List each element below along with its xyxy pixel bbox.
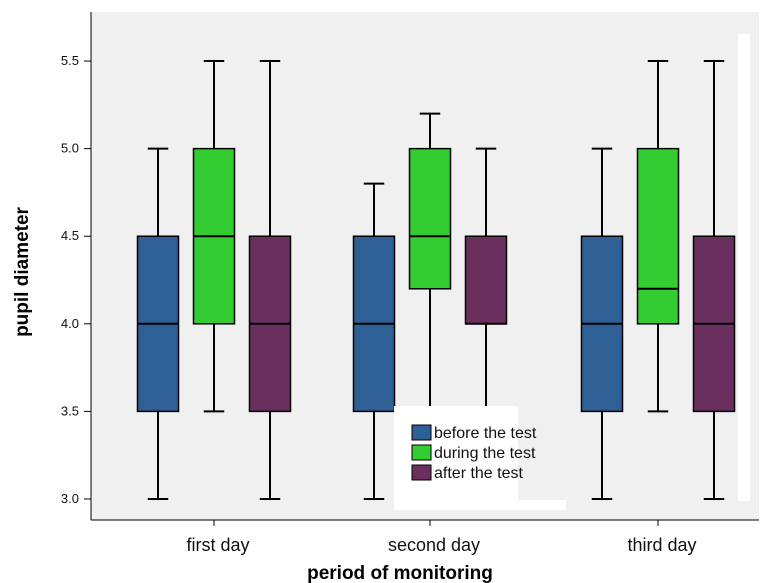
y-ticks: 3.0 3.5 4.0 4.5 5.0 5.5: [61, 53, 91, 506]
iqr-box: [464, 235, 508, 325]
legend-swatch: [411, 424, 432, 441]
box-during-the-test-1: [408, 112, 452, 413]
box-before-the-test-1: [352, 182, 396, 500]
y-tick-label: 3.5: [61, 403, 79, 418]
x-axis-title: period of monitoring: [307, 563, 493, 583]
legend-label: after the test: [434, 465, 523, 482]
y-axis-title: pupil diameter: [12, 206, 33, 336]
y-tick-label: 3.0: [61, 491, 79, 506]
y-tick-label: 5.5: [61, 53, 79, 68]
box-after-the-test-1: [464, 147, 508, 413]
legend-label: before the test: [434, 425, 537, 442]
legend-background-lower: [394, 500, 566, 510]
box-during-the-test-0: [192, 60, 236, 413]
y-tick-label: 4.5: [61, 228, 79, 243]
y-tick-label: 4.0: [61, 316, 79, 331]
white-strip: [738, 34, 750, 501]
box-during-the-test-2: [636, 60, 680, 413]
box-before-the-test-2: [580, 147, 624, 500]
category-label: second day: [388, 535, 480, 555]
y-tick-label: 5.0: [61, 141, 79, 156]
legend-swatch: [411, 444, 432, 461]
boxes-layer: [136, 34, 750, 501]
category-labels: first day second day third day: [186, 520, 697, 555]
iqr-box: [408, 147, 452, 290]
iqr-box: [636, 147, 680, 325]
category-label: third day: [627, 535, 696, 555]
legend-label: during the test: [434, 445, 536, 462]
legend: before the test during the test after the …: [394, 406, 566, 510]
category-label: first day: [186, 535, 249, 555]
box-after-the-test-2: [692, 60, 736, 500]
box-before-the-test-0: [136, 147, 180, 500]
legend-swatch: [411, 464, 432, 481]
box-after-the-test-0: [248, 60, 292, 500]
